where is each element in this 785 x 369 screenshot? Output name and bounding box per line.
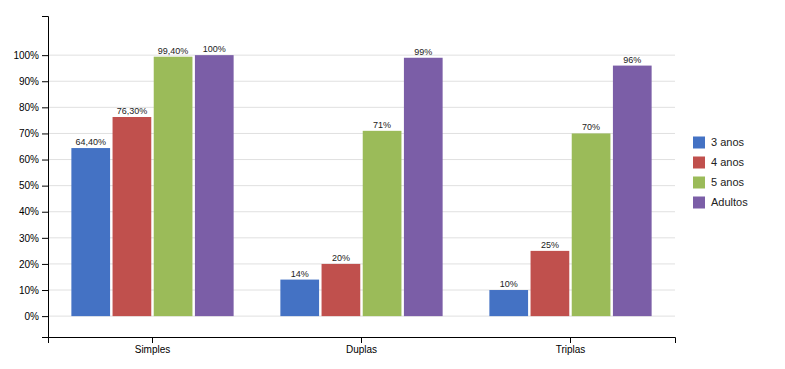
axis-line <box>42 17 49 338</box>
grid <box>48 55 675 316</box>
tick-label: Simples <box>135 344 171 355</box>
legend-label: 3 anos <box>711 136 745 148</box>
y-axis: 0% 10% 20% 30% 40% 50% 60% 70% 80% 90% 100% <box>13 17 48 338</box>
data-label: 99% <box>414 47 432 57</box>
tick: 0% <box>25 311 48 322</box>
legend-swatch <box>693 197 705 209</box>
tick: 30% <box>19 233 48 244</box>
tick-mark <box>152 337 153 343</box>
tick-label: 20% <box>19 259 39 270</box>
bar <box>489 290 528 316</box>
data-label: 10% <box>500 279 518 289</box>
bar <box>531 251 570 316</box>
tick: 20% <box>19 259 48 270</box>
data-label: 100% <box>203 44 226 54</box>
bar <box>195 55 234 316</box>
tick: Triplas <box>556 337 586 355</box>
data-label: 96% <box>623 55 641 65</box>
grid-line <box>48 81 675 82</box>
data-label: 20% <box>332 253 350 263</box>
tick-mark <box>570 337 571 343</box>
legend-swatch <box>693 177 705 189</box>
data-label: 71% <box>373 120 391 130</box>
data-label: 70% <box>582 122 600 132</box>
tick-mark <box>42 212 48 213</box>
tick-label: Duplas <box>346 344 377 355</box>
tick-label: 10% <box>19 285 39 296</box>
tick-mark <box>42 290 48 291</box>
tick-mark <box>42 316 48 317</box>
tick-label: 0% <box>25 311 40 322</box>
bar <box>71 148 110 316</box>
tick-label: 100% <box>13 50 39 61</box>
bar <box>113 117 152 316</box>
x-axis: Simples Duplas Triplas <box>49 337 676 355</box>
tick: 10% <box>19 285 48 296</box>
bars <box>71 55 651 316</box>
bar <box>280 280 319 317</box>
tick-mark <box>42 55 48 56</box>
tick-mark <box>42 133 48 134</box>
legend-item: 3 anos <box>693 136 745 148</box>
legend-swatch <box>693 137 705 149</box>
bar <box>322 264 361 316</box>
bar <box>572 133 611 316</box>
tick-label: 70% <box>19 128 39 139</box>
data-label: 14% <box>291 269 309 279</box>
tick-mark <box>42 264 48 265</box>
bar <box>154 57 193 316</box>
tick-label: 80% <box>19 102 39 113</box>
tick: 40% <box>19 206 48 217</box>
tick: Simples <box>135 337 171 355</box>
tick-mark <box>42 107 48 108</box>
tick-label: 40% <box>19 206 39 217</box>
data-label: 76,30% <box>117 106 148 116</box>
tick-label: 30% <box>19 233 39 244</box>
tick-mark <box>361 337 362 343</box>
tick-mark <box>42 81 48 82</box>
data-label: 64,40% <box>75 137 106 147</box>
data-label: 25% <box>541 240 559 250</box>
bar <box>613 66 652 317</box>
bar <box>404 58 443 316</box>
tick-label: 50% <box>19 180 39 191</box>
data-labels: 64,40% 14% 10% 76,30% 20% 25% 99,40% 71% 70% 100%… <box>75 44 641 289</box>
tick: Duplas <box>346 337 377 355</box>
axis-line <box>49 338 676 344</box>
bar <box>363 131 402 316</box>
tick: 80% <box>19 102 48 113</box>
data-label: 99,40% <box>158 46 189 56</box>
legend-label: 5 anos <box>711 176 745 188</box>
legend-label: 4 anos <box>711 156 745 168</box>
chart: 64,40% 14% 10% 76,30% 20% 25% 99,40% 71% 70% 100%… <box>0 0 785 369</box>
bar-series <box>195 55 652 316</box>
legend-label: Adultos <box>711 196 748 208</box>
tick-label: Triplas <box>556 344 586 355</box>
tick: 70% <box>19 128 48 139</box>
legend: 3 anos 4 anos 5 anos Adultos <box>693 136 748 208</box>
tick: 50% <box>19 180 48 191</box>
tick-label: 60% <box>19 154 39 165</box>
tick-label: 90% <box>19 76 39 87</box>
legend-item: Adultos <box>693 196 748 208</box>
tick-mark <box>42 160 48 161</box>
legend-swatch <box>693 157 705 169</box>
tick: 60% <box>19 154 48 165</box>
tick: 100% <box>13 50 48 61</box>
legend-item: 4 anos <box>693 156 745 168</box>
grid-line <box>48 55 675 56</box>
tick-mark <box>42 238 48 239</box>
tick-mark <box>42 186 48 187</box>
tick: 90% <box>19 76 48 87</box>
legend-item: 5 anos <box>693 176 745 188</box>
